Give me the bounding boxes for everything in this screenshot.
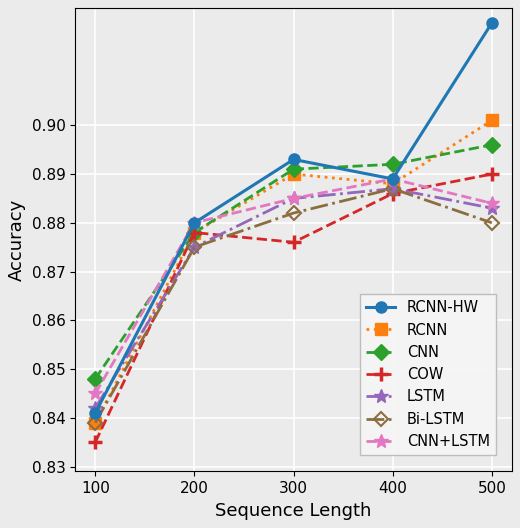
X-axis label: Sequence Length: Sequence Length bbox=[215, 502, 372, 520]
RCNN bbox=[389, 181, 396, 187]
LSTM bbox=[191, 244, 198, 250]
COW bbox=[291, 239, 297, 246]
CNN+LSTM bbox=[291, 195, 297, 202]
RCNN bbox=[489, 117, 495, 124]
CNN bbox=[92, 375, 98, 382]
CNN bbox=[389, 161, 396, 167]
Bi-LSTM bbox=[489, 220, 495, 226]
RCNN-HW bbox=[92, 410, 98, 416]
Line: COW: COW bbox=[88, 167, 499, 449]
CNN+LSTM bbox=[489, 200, 495, 206]
Line: Bi-LSTM: Bi-LSTM bbox=[90, 184, 497, 428]
Bi-LSTM bbox=[291, 210, 297, 216]
RCNN-HW bbox=[389, 176, 396, 182]
CNN+LSTM bbox=[389, 176, 396, 182]
COW bbox=[389, 191, 396, 197]
RCNN-HW bbox=[291, 156, 297, 163]
RCNN bbox=[191, 229, 198, 235]
Line: RCNN-HW: RCNN-HW bbox=[90, 17, 498, 419]
Line: CNN: CNN bbox=[90, 139, 498, 384]
Line: LSTM: LSTM bbox=[88, 182, 499, 415]
Legend: RCNN-HW, RCNN, CNN, COW, LSTM, Bi-LSTM, CNN+LSTM: RCNN-HW, RCNN, CNN, COW, LSTM, Bi-LSTM, … bbox=[360, 295, 496, 455]
Bi-LSTM bbox=[92, 419, 98, 426]
LSTM bbox=[291, 195, 297, 202]
CNN bbox=[191, 229, 198, 235]
RCNN-HW bbox=[191, 220, 198, 226]
Bi-LSTM bbox=[191, 244, 198, 250]
Y-axis label: Accuracy: Accuracy bbox=[8, 199, 27, 281]
LSTM bbox=[489, 205, 495, 211]
Line: CNN+LSTM: CNN+LSTM bbox=[88, 172, 499, 400]
LSTM bbox=[389, 185, 396, 192]
RCNN-HW bbox=[489, 20, 495, 26]
CNN+LSTM bbox=[191, 220, 198, 226]
Bi-LSTM bbox=[389, 185, 396, 192]
CNN bbox=[291, 166, 297, 172]
Line: RCNN: RCNN bbox=[90, 115, 498, 428]
LSTM bbox=[92, 405, 98, 411]
RCNN bbox=[291, 171, 297, 177]
CNN bbox=[489, 142, 495, 148]
COW bbox=[489, 171, 495, 177]
COW bbox=[191, 229, 198, 235]
CNN+LSTM bbox=[92, 390, 98, 397]
COW bbox=[92, 439, 98, 445]
RCNN bbox=[92, 419, 98, 426]
